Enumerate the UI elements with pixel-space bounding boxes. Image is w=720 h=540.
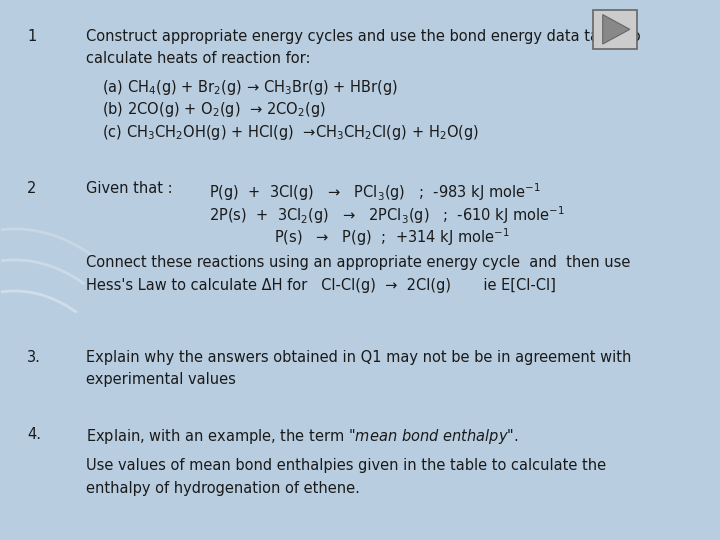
Text: Hess's Law to calculate ΔH for   Cl-Cl(g)  →  2Cl(g)       ie E[Cl-Cl]: Hess's Law to calculate ΔH for Cl-Cl(g) … — [86, 278, 556, 293]
Text: (c) CH$_3$CH$_2$OH(g) + HCl(g)  →CH$_3$CH$_2$Cl(g) + H$_2$O(g): (c) CH$_3$CH$_2$OH(g) + HCl(g) →CH$_3$CH… — [102, 123, 479, 142]
Text: P(s)   →   P(g)  ;  +314 kJ mole$^{-1}$: P(s) → P(g) ; +314 kJ mole$^{-1}$ — [274, 226, 509, 248]
Text: Connect these reactions using an appropriate energy cycle  and  then use: Connect these reactions using an appropr… — [86, 255, 630, 271]
Polygon shape — [603, 15, 630, 44]
Text: enthalpy of hydrogenation of ethene.: enthalpy of hydrogenation of ethene. — [86, 481, 359, 496]
Text: 4.: 4. — [27, 427, 41, 442]
Text: 3.: 3. — [27, 349, 41, 364]
Text: 1: 1 — [27, 29, 37, 44]
Text: Use values of mean bond enthalpies given in the table to calculate the: Use values of mean bond enthalpies given… — [86, 458, 606, 473]
Polygon shape — [593, 10, 637, 49]
Text: experimental values: experimental values — [86, 372, 235, 387]
Text: Construct appropriate energy cycles and use the bond energy data table to: Construct appropriate energy cycles and … — [86, 29, 640, 44]
Text: calculate heats of reaction for:: calculate heats of reaction for: — [86, 51, 310, 66]
Text: (a) CH$_4$(g) + Br$_2$(g) → CH$_3$Br(g) + HBr(g): (a) CH$_4$(g) + Br$_2$(g) → CH$_3$Br(g) … — [102, 78, 398, 97]
Text: Given that :: Given that : — [86, 181, 172, 197]
Text: 2P(s)  +  3Cl$_2$(g)   →   2PCl$_3$(g)   ;  -610 kJ mole$^{-1}$: 2P(s) + 3Cl$_2$(g) → 2PCl$_3$(g) ; -610 … — [209, 204, 564, 226]
Text: Explain why the answers obtained in Q1 may not be be in agreement with: Explain why the answers obtained in Q1 m… — [86, 349, 631, 364]
Text: P(g)  +  3Cl(g)   →   PCl$_3$(g)   ;  -983 kJ mole$^{-1}$: P(g) + 3Cl(g) → PCl$_3$(g) ; -983 kJ mol… — [209, 181, 541, 203]
Text: (b) 2CO(g) + O$_2$(g)  → 2CO$_2$(g): (b) 2CO(g) + O$_2$(g) → 2CO$_2$(g) — [102, 100, 325, 119]
Text: 2: 2 — [27, 181, 37, 197]
Text: Explain, with an example, the term "$\it{mean\ bond\ enthalpy}$".: Explain, with an example, the term "$\it… — [86, 427, 518, 446]
